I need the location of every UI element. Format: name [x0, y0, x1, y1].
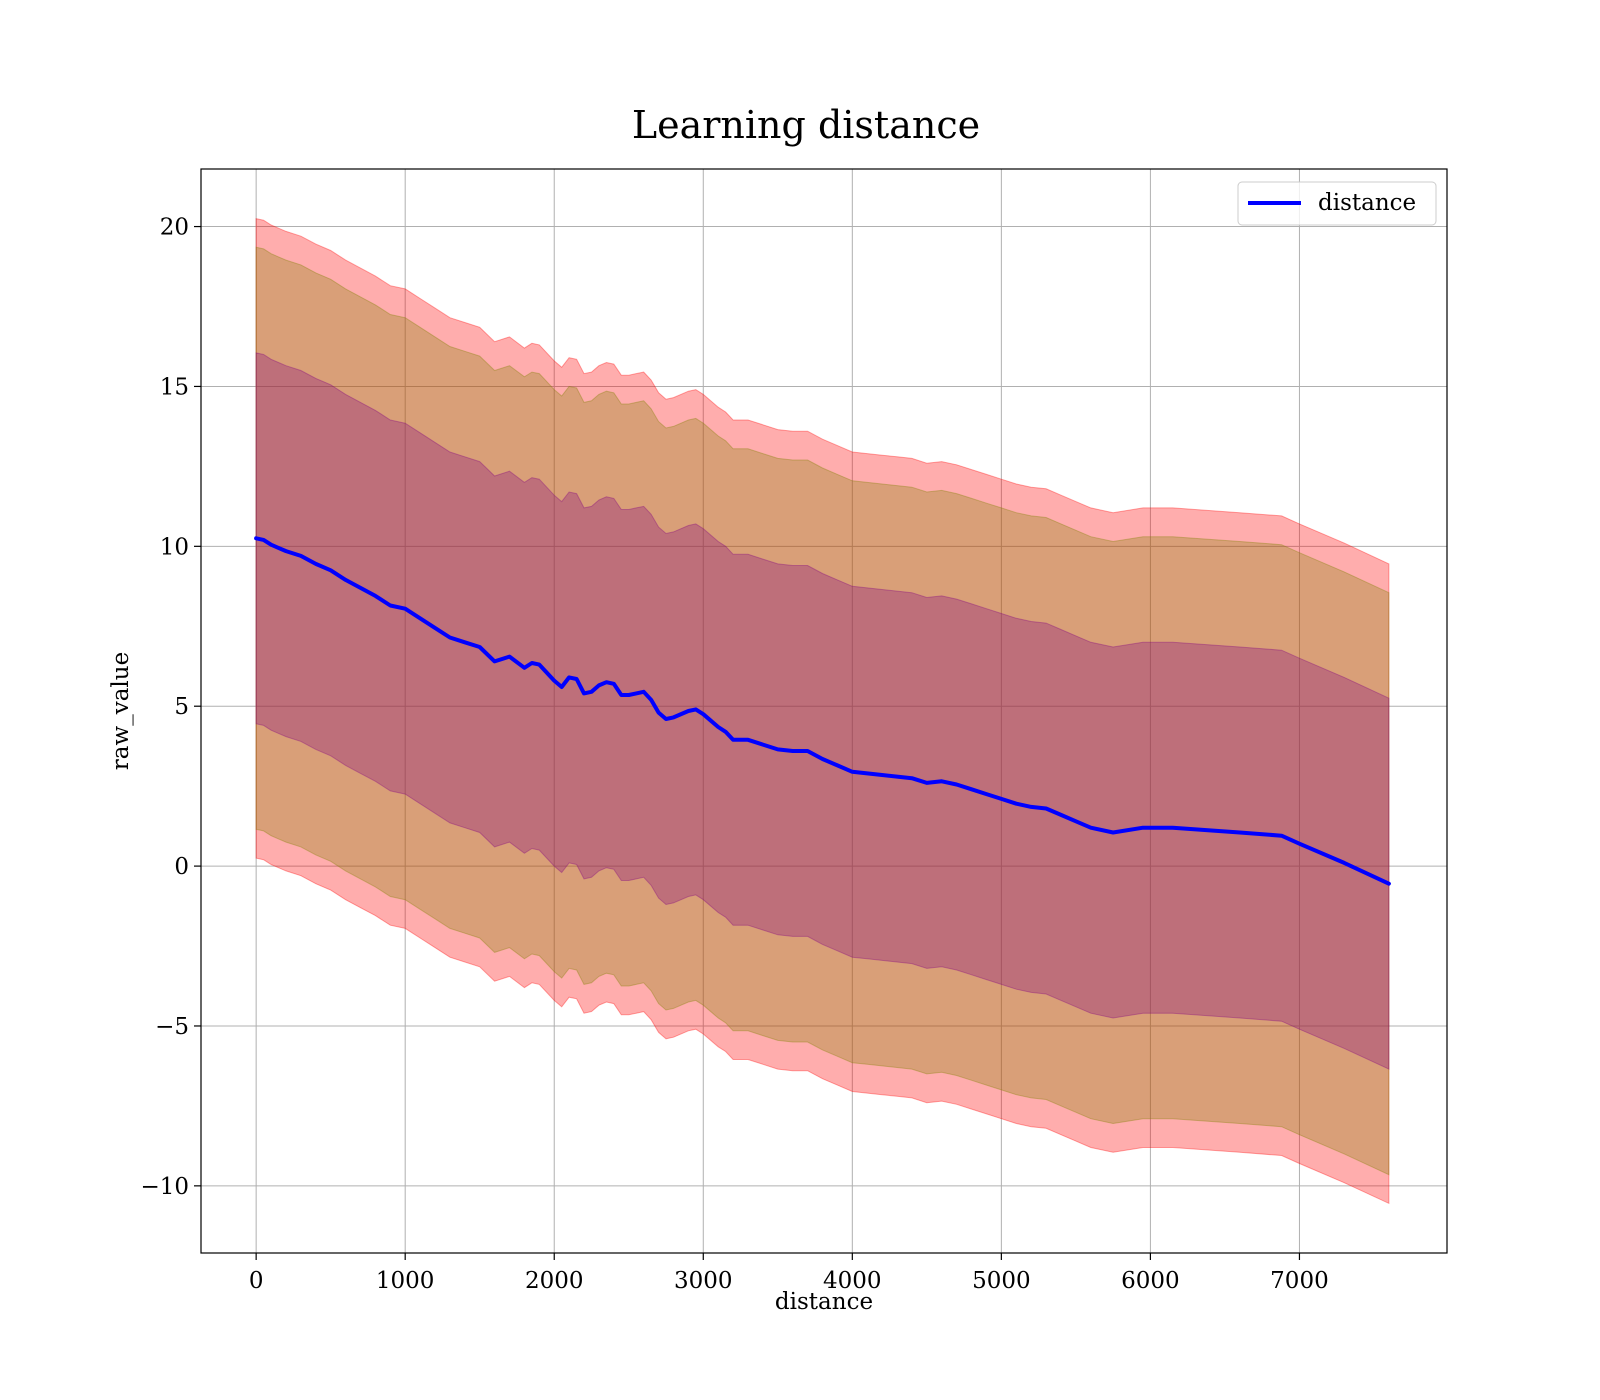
- x-tick-label: 5000: [972, 1268, 1031, 1294]
- legend-box: [1237, 181, 1437, 226]
- x-tick-label: 7000: [1270, 1268, 1329, 1294]
- series-line-distance: [254, 536, 1391, 886]
- y-tick-label: −5: [155, 1014, 189, 1040]
- y-tick-label: 20: [160, 215, 189, 241]
- confidence-bands: [255, 217, 1390, 1205]
- x-tick-label: 4000: [823, 1268, 882, 1294]
- axis-ticks: 0 1000 2000 3000 4000 5000 6000 7000 −10 −5 0 5 10 15…: [140, 215, 1328, 1294]
- legend: distance: [1237, 181, 1437, 226]
- y-tick-label: 10: [160, 534, 189, 560]
- y-tick-label: 0: [174, 854, 189, 880]
- confidence-band-2: [255, 352, 1390, 1070]
- y-tick-label: 5: [174, 694, 189, 720]
- series-lines: [254, 536, 1391, 886]
- plot-frame: [200, 168, 1448, 1254]
- y-axis-label: raw_value: [108, 652, 134, 770]
- legend-label-distance: distance: [1318, 190, 1416, 216]
- x-tick-label: 1000: [376, 1268, 435, 1294]
- x-tick-label: 2000: [525, 1268, 584, 1294]
- x-axis-label: distance: [775, 1289, 873, 1315]
- y-tick-label: −10: [140, 1174, 189, 1200]
- grid-lines: [201, 169, 1447, 1253]
- x-tick-label: 6000: [1121, 1268, 1180, 1294]
- x-tick-label: 0: [249, 1268, 264, 1294]
- chart-title: Learning distance: [631, 103, 981, 147]
- y-tick-label: 15: [160, 374, 189, 400]
- confidence-band-1: [255, 246, 1390, 1176]
- confidence-band-0: [255, 217, 1390, 1205]
- x-tick-label: 3000: [674, 1268, 733, 1294]
